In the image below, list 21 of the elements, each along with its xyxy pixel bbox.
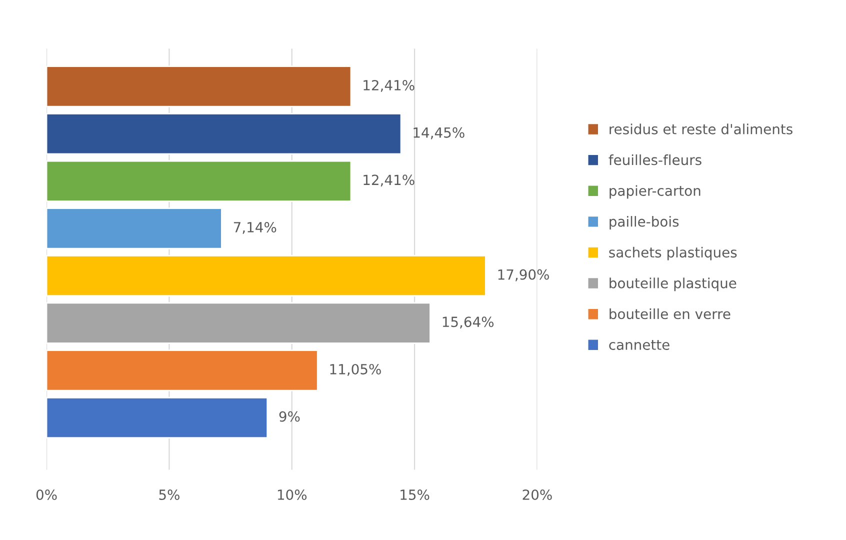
- legend-label: cannette: [609, 340, 670, 350]
- legend-label: bouteille plastique: [610, 278, 736, 292]
- data-label: 15,64%: [442, 316, 494, 329]
- legend-label: bouteille en verre: [610, 308, 730, 320]
- legend-label: sachets plastiques: [609, 246, 737, 260]
- x-tick-label: 5%: [159, 489, 180, 500]
- x-tick-label: 0%: [36, 489, 57, 500]
- data-label: 9%: [279, 411, 300, 422]
- x-tick-label: 10%: [278, 489, 307, 500]
- x-tick-label: 20%: [522, 489, 552, 500]
- x-tick-label: 15%: [400, 489, 430, 500]
- data-label: 12,41%: [364, 174, 414, 187]
- legend-label: residus et reste d'aliments: [610, 124, 792, 134]
- legend-label: feuilles-fleurs: [608, 154, 702, 166]
- data-label: 7,14%: [234, 222, 276, 234]
- data-label: 17,90%: [498, 269, 549, 282]
- legend-label: paille-bois: [610, 216, 679, 230]
- data-label: 12,41%: [364, 80, 414, 92]
- data-label: 11,05%: [330, 364, 381, 376]
- data-label: 14,45%: [414, 127, 464, 140]
- legend-label: papier-carton: [610, 185, 700, 199]
